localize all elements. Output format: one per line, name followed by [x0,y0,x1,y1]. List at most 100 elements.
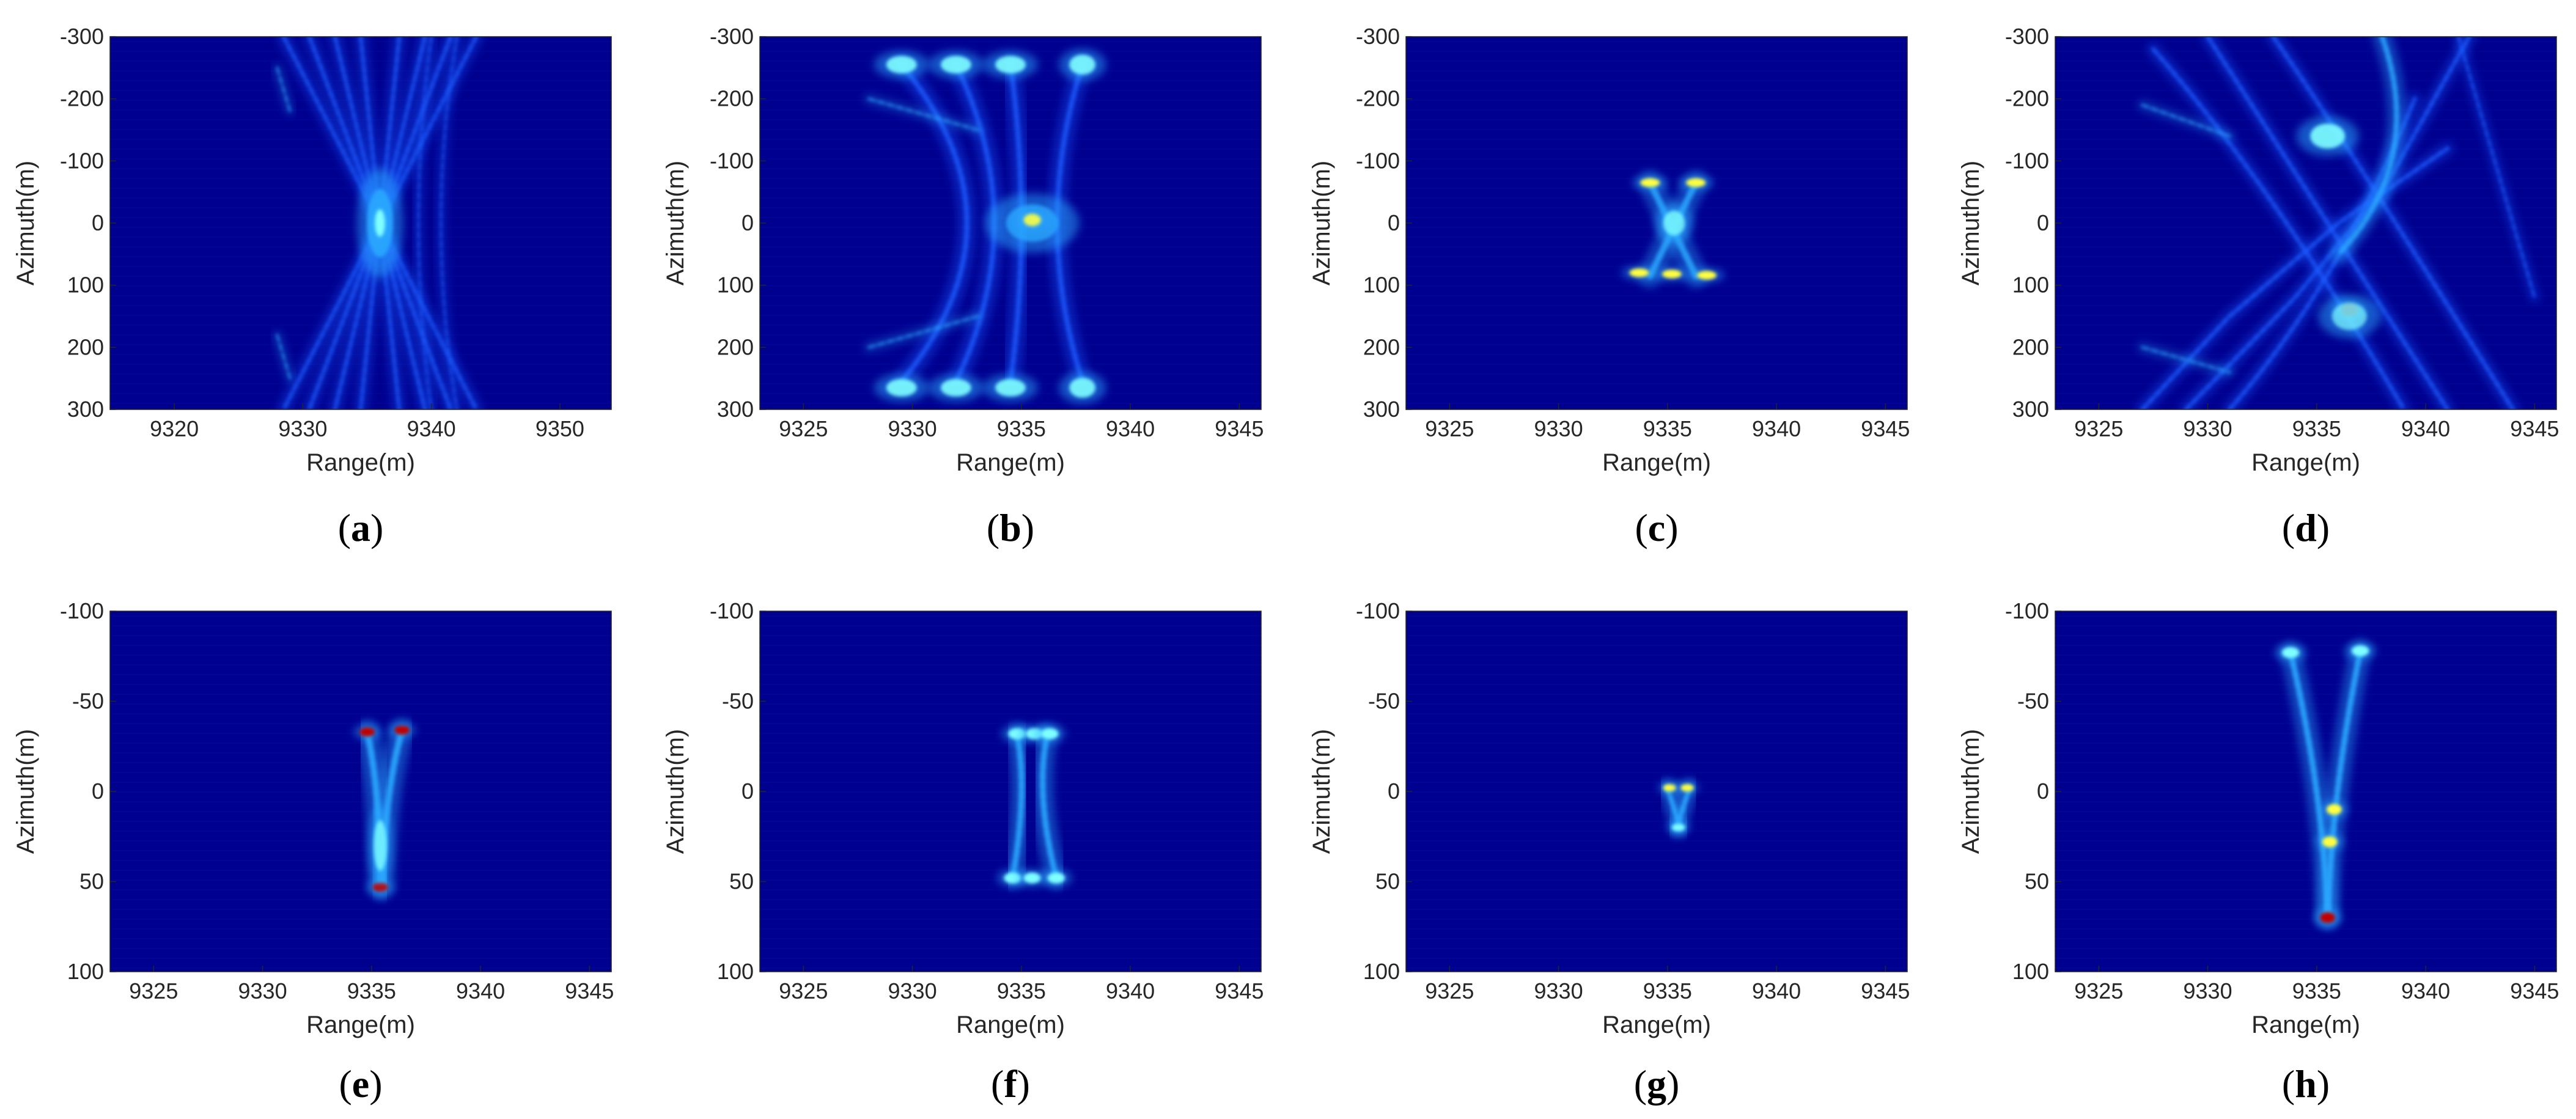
signal-trace [417,37,433,409]
signal-trace [867,315,979,349]
y-tick-label: 100 [67,273,104,298]
y-tick-label: -200 [1356,86,1400,111]
y-tick-label: -100 [2005,148,2049,173]
panel-label: (f) [991,1062,1030,1106]
y-tick-label: 50 [1375,869,1400,894]
x-axis-label: Range(m) [2251,1011,2360,1038]
y-axis-label: Azimuth(m) [1957,161,1984,285]
panel-label: (e) [339,1062,382,1106]
hotspot [1662,270,1682,279]
panel-label-part: e [352,1062,369,1106]
y-tick-label: 0 [742,779,754,804]
y-tick-label: 50 [79,869,104,894]
x-tick-label: 9335 [2292,978,2341,1003]
y-tick-label: 100 [1363,959,1400,984]
y-tick-label: -50 [1368,689,1400,714]
panel-label-part: ) [369,1062,382,1106]
hotspot [995,379,1026,397]
y-tick-label: 100 [2012,273,2049,298]
panel-label-part: a [351,506,370,549]
hotspot [1023,213,1041,227]
y-tick-label: -100 [2005,598,2049,623]
x-tick-label: 9345 [1215,978,1264,1003]
x-tick-label: 9330 [1534,978,1583,1003]
panel-label-part: ) [1017,1062,1030,1106]
x-axis-label: Range(m) [1602,1011,1711,1038]
panel-a: 9320 9330 9340 9350 -300 -200 -100 0 100 200 300 Ra… [12,24,612,549]
signal-trace [2271,37,2515,409]
y-tick-label: 0 [1388,210,1400,235]
hotspot [394,725,410,735]
panel-label-part: ) [370,506,383,549]
hotspot [1663,210,1685,236]
hotspot [2331,303,2367,330]
y-tick-label: -50 [72,689,104,714]
x-tick-label: 9325 [779,416,828,441]
panel-label-part: ) [1666,1062,1679,1106]
x-tick-label: 9340 [1106,416,1155,441]
x-tick-label: 9335 [997,978,1046,1003]
x-tick-label: 9330 [2184,978,2232,1003]
signal-trace [2141,103,2231,138]
hotspot [886,379,917,397]
plot-background [110,611,611,972]
panel-f: 9325 9330 9335 9340 9345 -100 -50 0 50 100 Range(m… [662,598,1264,1106]
plot-content [2055,615,2556,969]
y-tick-label: -50 [722,689,754,714]
x-tick-label: 9330 [888,978,937,1003]
panel-label-part: d [2295,506,2317,549]
y-tick-label: 200 [67,334,104,359]
y-tick-label: 0 [2037,210,2049,235]
hotspot [1680,784,1694,792]
x-tick-label: 9350 [535,416,584,441]
y-tick-label: 0 [1388,779,1400,804]
plot-content [1406,41,1907,404]
signal-trace [899,62,970,384]
x-tick-label: 9340 [407,416,456,441]
x-tick-label: 9335 [2292,416,2341,441]
x-tick-label: 9330 [238,978,287,1003]
panel-label-part: ( [987,506,999,549]
hotspot [1671,824,1685,831]
plot-content [760,41,1261,404]
signal-trace [1039,730,1059,881]
y-tick-label: 200 [1363,334,1400,359]
x-tick-label: 9330 [1534,416,1583,441]
y-tick-label: 100 [1363,273,1400,298]
x-tick-label: 9325 [2074,416,2123,441]
x-tick-label: 9325 [1425,978,1474,1003]
x-tick-label: 9325 [779,978,828,1003]
panel-label-part: ) [1665,506,1678,549]
x-tick-label: 9325 [2074,978,2123,1003]
y-tick-label: -100 [710,598,754,623]
y-tick-label: 0 [92,779,104,804]
y-tick-label: 0 [742,210,754,235]
hotspot [1663,784,1677,792]
panel-g: 9325 9330 9335 9340 9345 -100 -50 0 50 100 Range(m… [1308,598,1910,1106]
x-tick-label: 9340 [2401,416,2450,441]
y-tick-label: 300 [67,397,104,422]
plot-content [110,37,611,409]
hotspot [1023,872,1041,884]
hotspot [886,56,917,73]
x-tick-label: 9330 [278,416,327,441]
x-tick-label: 9340 [1752,416,1801,441]
y-tick-label: -200 [710,86,754,111]
x-axis-label: Range(m) [1602,449,1711,476]
x-tick-label: 9340 [2401,978,2450,1003]
y-axis-label: Azimuth(m) [12,729,39,854]
x-tick-label: 9345 [565,978,614,1003]
signal-trace [2151,47,2406,409]
x-tick-label: 9335 [997,416,1046,441]
hotspot [2326,804,2342,815]
x-axis-label: Range(m) [2251,449,2360,476]
panel-label-part: ) [2317,1062,2330,1106]
x-tick-label: 9345 [2510,416,2559,441]
plot-content [110,615,611,969]
panel-d: 9325 9330 9335 9340 9345 -300 -200 -100 0 100 200 3… [1957,24,2559,549]
hotspot [359,727,375,737]
hotspot [940,379,971,397]
y-tick-label: 100 [717,959,754,984]
panel-label: (c) [1635,506,1678,549]
x-tick-label: 9335 [347,978,396,1003]
